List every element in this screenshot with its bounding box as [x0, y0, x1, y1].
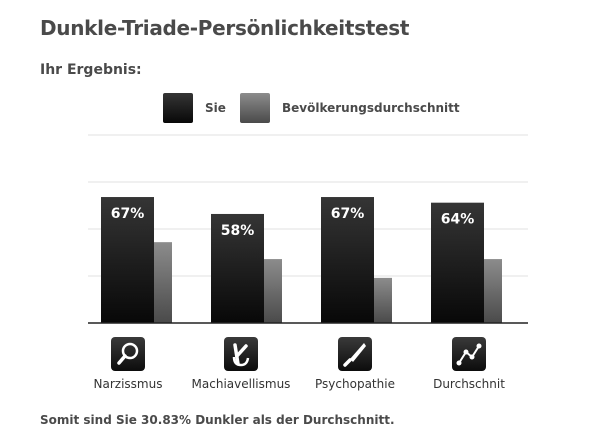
data-label-you-2: 58%	[221, 223, 255, 239]
data-label-you-1: 67%	[111, 206, 145, 222]
bar-you-2	[211, 213, 264, 323]
result-heading: Ihr Ergebnis:	[40, 62, 142, 78]
legend-label-you: Sie	[205, 101, 226, 115]
legend-item-average: Bevölkerungsdurchschnitt	[240, 93, 460, 123]
bar-average-1	[154, 242, 172, 323]
legend-swatch-you	[163, 93, 193, 123]
magnifier-icon	[111, 337, 145, 371]
bar-average-2	[264, 259, 282, 323]
page-title: Dunkle-Triade-Persönlichkeitstest	[40, 16, 410, 40]
crossed-fingers-icon	[224, 337, 258, 371]
bar-you-3	[321, 197, 374, 323]
bar-chart: 67% 58% 67% 64%	[88, 134, 528, 324]
bar-you-1	[101, 197, 154, 323]
knife-icon	[338, 337, 372, 371]
bar-average-3	[374, 277, 392, 323]
bar-average-4	[484, 259, 502, 323]
result-summary: Somit sind Sie 30.83% Dunkler als der Du…	[40, 413, 395, 427]
category-label-machiavellianism: Machiavellismus	[191, 377, 291, 391]
category-label-narcissism: Narzissmus	[93, 377, 163, 391]
bar-you-4	[431, 202, 484, 323]
data-label-you-4: 64%	[441, 212, 475, 228]
legend-item-you: Sie	[163, 93, 226, 123]
legend-swatch-average	[240, 93, 270, 123]
category-label-average: Durchschnit	[433, 377, 505, 391]
line-graph-icon	[452, 337, 486, 371]
data-label-you-3: 67%	[331, 206, 365, 222]
legend-label-average: Bevölkerungsdurchschnitt	[282, 101, 460, 115]
category-label-psychopathy: Psychopathie	[315, 377, 395, 391]
